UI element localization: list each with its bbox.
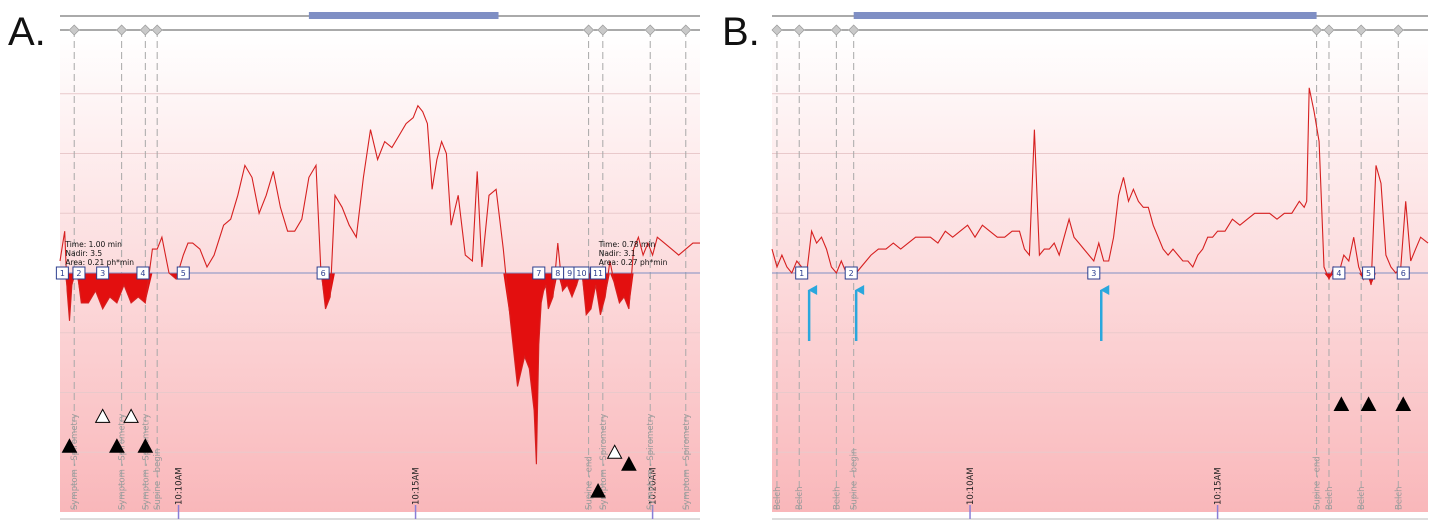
time-tick-label: 10:15AM [412, 467, 422, 505]
marker-diamond-icon [583, 24, 595, 36]
event-number-box [96, 266, 110, 280]
marker-diamond-icon [116, 24, 128, 36]
episode-annotation-line: Time: 1.00 min [64, 240, 122, 249]
marker-diamond-icon [1323, 24, 1335, 36]
event-marker-label: Supine - end [1313, 456, 1323, 510]
panel-a-label: A. [8, 10, 46, 54]
event-number-label: 3 [100, 269, 105, 278]
event-number-label: 2 [849, 269, 854, 278]
event-marker-label: Supine - end [585, 456, 595, 510]
event-number-box [1087, 266, 1101, 280]
episode-annotation-line: Nadir: 3.1 [599, 249, 636, 258]
event-number-label: 10 [576, 269, 586, 278]
time-tick-label: 10:10AM [966, 467, 976, 505]
marker-diamond-icon [848, 24, 860, 36]
event-number-label: 1 [799, 269, 804, 278]
time-tick-label: 10:10AM [175, 467, 185, 505]
supine-period-bar [853, 12, 1317, 19]
event-number-label: 5 [1366, 269, 1371, 278]
event-marker-label: Belch [1325, 487, 1335, 510]
event-number-label: 4 [1336, 269, 1341, 278]
event-number-label: 6 [1401, 269, 1406, 278]
event-marker-label: Symptom - Spirometry [118, 414, 128, 510]
event-number-box [844, 266, 858, 280]
event-marker-label: Belch [1357, 487, 1367, 510]
event-number-box [1396, 266, 1410, 280]
marker-diamond-icon [1355, 24, 1367, 36]
episode-annotation-line: Time: 0.78 min [598, 240, 656, 249]
event-number-label: 7 [536, 269, 541, 278]
episode-annotation-line: Area: 0.27 ph*min [599, 258, 668, 267]
supine-period-bar [308, 12, 499, 19]
event-number-label: 2 [76, 269, 81, 278]
event-number-label: 11 [593, 269, 603, 278]
filled-triangle-icon [61, 438, 78, 453]
marker-diamond-icon [1311, 24, 1323, 36]
event-number-box [176, 266, 190, 280]
event-number-label: 8 [555, 269, 560, 278]
event-number-box [316, 266, 330, 280]
event-marker-label: Belch [1394, 487, 1404, 510]
filled-triangle-icon [1360, 396, 1377, 411]
event-marker-label: Symptom - Spirometry [599, 414, 609, 510]
time-tick-label: 10:15AM [1214, 467, 1224, 505]
event-marker-label: Symptom - Spirometry [141, 414, 151, 510]
event-marker-label: Symptom - Spirometry [70, 414, 80, 510]
event-number-label: 6 [321, 269, 326, 278]
event-number-box [136, 266, 150, 280]
reflux-episode-fill [64, 273, 634, 465]
time-tick-label: 10:20AM [649, 467, 659, 505]
open-triangle-icon [123, 408, 139, 423]
filled-triangle-icon [137, 438, 154, 453]
marker-diamond-icon [139, 24, 151, 36]
event-marker-label: Symptom - Spirometry [682, 414, 692, 510]
marker-diamond-icon [644, 24, 656, 36]
event-marker-label: Supine - begin [153, 449, 163, 510]
episode-annotation-line: Nadir: 3.5 [65, 249, 102, 258]
event-number-box [1362, 266, 1376, 280]
event-number-label: 3 [1091, 269, 1096, 278]
event-marker-label: Belch [795, 487, 805, 510]
marker-diamond-icon [830, 24, 842, 36]
marker-diamond-icon [151, 24, 163, 36]
filled-triangle-icon [109, 438, 125, 453]
open-triangle-icon [94, 408, 111, 423]
ph-trace-line [59, 104, 700, 465]
filled-triangle-icon [590, 483, 606, 498]
event-marker-label: Belch [773, 487, 783, 510]
event-number-box [573, 266, 590, 280]
marker-diamond-icon [68, 24, 80, 36]
filled-triangle-icon [1395, 396, 1412, 411]
event-marker-label: Symptom - Spirometry [646, 414, 656, 510]
marker-diamond-icon [793, 24, 805, 36]
event-number-box [532, 266, 546, 280]
event-number-label: 9 [567, 269, 572, 278]
event-number-box [795, 266, 809, 280]
event-number-box [55, 266, 69, 280]
panel-b-label: B. [722, 10, 760, 54]
event-marker-label: Supine - begin [850, 449, 860, 510]
episode-annotation-line: Area: 0.21 ph*min [65, 258, 134, 267]
event-number-box [590, 266, 607, 280]
filled-triangle-icon [1333, 396, 1350, 411]
event-number-label: 5 [181, 269, 186, 278]
event-number-label: 1 [60, 269, 65, 278]
panel-2-plot: 10:10AM 10:15AM Belch Belch Belch Supine - be… [771, 12, 1429, 520]
filled-triangle-icon [621, 456, 637, 471]
marker-diamond-icon [597, 24, 609, 36]
event-number-label: 4 [140, 269, 145, 278]
open-triangle-icon [606, 444, 623, 459]
event-number-box [72, 266, 86, 280]
event-number-box [1332, 266, 1346, 280]
ph-trace-line [771, 87, 1429, 286]
marker-diamond-icon [771, 24, 783, 36]
marker-diamond-icon [1392, 24, 1404, 36]
marker-diamond-icon [680, 24, 692, 36]
event-marker-label: Belch [832, 487, 842, 510]
